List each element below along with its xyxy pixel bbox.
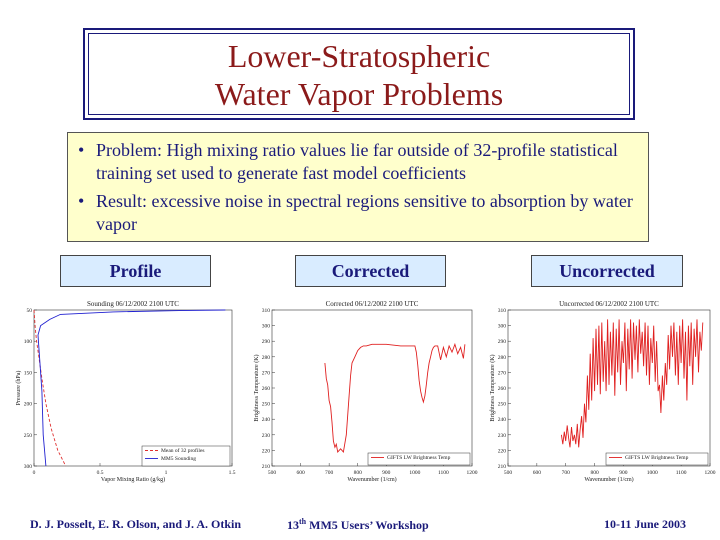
x-tick-label: 800 xyxy=(354,470,363,476)
y-tick-label: 300 xyxy=(498,324,507,330)
legend-entry: GIFTS LW Brightness Temp xyxy=(625,455,689,461)
corrected-chart: Corrected 06/12/2002 2100 UTC 500 600 700 80… xyxy=(253,300,478,483)
y-tick-label: 230 xyxy=(498,433,507,439)
x-tick-label: 1200 xyxy=(705,470,716,476)
bullet-item: • Result: excessive noise in spectral re… xyxy=(78,190,638,236)
legend-box xyxy=(367,452,471,466)
profile-chart: Sounding 06/12/2002 2100 UTC 0 0.5 1 1.5 50 10… xyxy=(15,300,236,483)
legend-entry: GIFTS LW Brightness Temp xyxy=(387,455,451,461)
x-tick-label: 1100 xyxy=(676,470,687,476)
x-tick-label: 500 xyxy=(268,470,277,476)
chart-title: Corrected 06/12/2002 2100 UTC xyxy=(326,300,419,308)
bullet-dot-icon: • xyxy=(78,191,85,211)
y-tick-label: 310 xyxy=(498,308,507,314)
x-tick-label: 1000 xyxy=(409,470,420,476)
x-tick-label: 800 xyxy=(590,470,599,476)
y-tick-label: 270 xyxy=(498,370,507,376)
plot-frame xyxy=(271,309,473,467)
uncorrected-chart: Uncorrected 06/12/2002 2100 UTC 500 600 700… xyxy=(489,300,716,483)
y-tick-label: 150 xyxy=(24,370,33,376)
y-tick-label: 210 xyxy=(262,464,271,470)
x-axis-label: Wavenumber (1/cm) xyxy=(584,476,633,483)
x-tick-label: 0 xyxy=(33,470,36,476)
y-tick-label: 280 xyxy=(498,355,507,361)
y-tick-label: 270 xyxy=(262,370,271,376)
x-tick-label: 900 xyxy=(382,470,391,476)
legend-entry: Mean of 32 profiles xyxy=(161,447,205,454)
footer-date: 10-11 June 2003 xyxy=(604,517,687,531)
y-axis-label: Brightness Temperature (K) xyxy=(489,354,496,421)
legend-entry: MM5 Sounding xyxy=(161,456,196,462)
y-tick-label: 280 xyxy=(262,355,271,361)
y-tick-label: 250 xyxy=(24,433,33,439)
y-tick-label: 220 xyxy=(262,448,271,454)
y-tick-label: 50 xyxy=(27,308,33,314)
x-tick-label: 1.5 xyxy=(229,470,236,476)
title-box: Lower-Stratospheric Water Vapor Problems xyxy=(83,28,635,120)
y-tick-label: 220 xyxy=(498,448,507,454)
x-tick-label: 700 xyxy=(325,470,334,476)
x-tick-label: 1000 xyxy=(647,470,658,476)
x-tick-label: 1200 xyxy=(467,470,478,476)
y-tick-label: 230 xyxy=(262,433,271,439)
label-profile: Profile xyxy=(60,255,211,287)
label-uncorrected: Uncorrected xyxy=(531,255,683,287)
x-tick-label: 1100 xyxy=(438,470,449,476)
bullet-dot-icon: • xyxy=(78,140,85,160)
bullet-box: • Problem: High mixing ratio values lie … xyxy=(67,132,649,242)
plot-frame xyxy=(33,309,233,467)
legend-box xyxy=(605,452,709,466)
y-tick-label: 200 xyxy=(24,402,33,408)
footer-workshop: 13th MM5 Users’ Workshop xyxy=(287,517,429,533)
legend-box xyxy=(141,445,231,467)
y-axis-label: Brightness Temperature (K) xyxy=(253,354,260,421)
y-tick-label: 100 xyxy=(24,339,33,345)
x-tick-label: 700 xyxy=(562,470,571,476)
label-corrected: Corrected xyxy=(295,255,446,287)
x-axis-label: Vapor Mixing Ratio (g/kg) xyxy=(101,476,165,483)
y-tick-label: 240 xyxy=(498,417,507,423)
y-tick-label: 310 xyxy=(262,308,271,314)
bullet-text: Result: excessive noise in spectral regi… xyxy=(96,191,633,234)
x-tick-label: 600 xyxy=(296,470,305,476)
y-tick-label: 260 xyxy=(498,386,507,392)
y-axis-label: Pressure (hPa) xyxy=(15,371,22,406)
y-tick-label: 250 xyxy=(262,402,271,408)
series-line xyxy=(560,319,704,448)
bullet-text: Problem: High mixing ratio values lie fa… xyxy=(96,140,618,183)
title-line-2: Water Vapor Problems xyxy=(214,76,504,112)
x-tick-label: 0.5 xyxy=(97,470,104,476)
footer-workshop-number: 13 xyxy=(287,518,299,532)
y-tick-label: 240 xyxy=(262,417,271,423)
y-tick-label: 260 xyxy=(262,386,271,392)
footer-workshop-name: MM5 Users’ Workshop xyxy=(306,518,429,532)
x-axis-label: Wavenumber (1/cm) xyxy=(347,476,396,483)
y-tick-label: 300 xyxy=(24,464,33,470)
series-line xyxy=(33,309,67,467)
chart-title: Uncorrected 06/12/2002 2100 UTC xyxy=(559,300,659,308)
y-tick-label: 290 xyxy=(498,339,507,345)
x-tick-label: 900 xyxy=(619,470,628,476)
footer-workshop-suffix: th xyxy=(299,517,307,526)
series-line xyxy=(37,309,226,467)
y-tick-label: 300 xyxy=(262,324,271,330)
bullet-item: • Problem: High mixing ratio values lie … xyxy=(78,139,638,185)
y-tick-label: 210 xyxy=(498,464,507,470)
y-tick-label: 250 xyxy=(498,402,507,408)
x-tick-label: 600 xyxy=(533,470,542,476)
series-line xyxy=(324,342,466,454)
footer-authors: D. J. Posselt, E. R. Olson, and J. A. Ot… xyxy=(30,517,242,531)
x-tick-label: 500 xyxy=(504,470,513,476)
title-line-1: Lower-Stratospheric xyxy=(227,38,491,74)
x-tick-label: 1 xyxy=(165,470,168,476)
chart-title: Sounding 06/12/2002 2100 UTC xyxy=(87,300,179,308)
y-tick-label: 290 xyxy=(262,339,271,345)
